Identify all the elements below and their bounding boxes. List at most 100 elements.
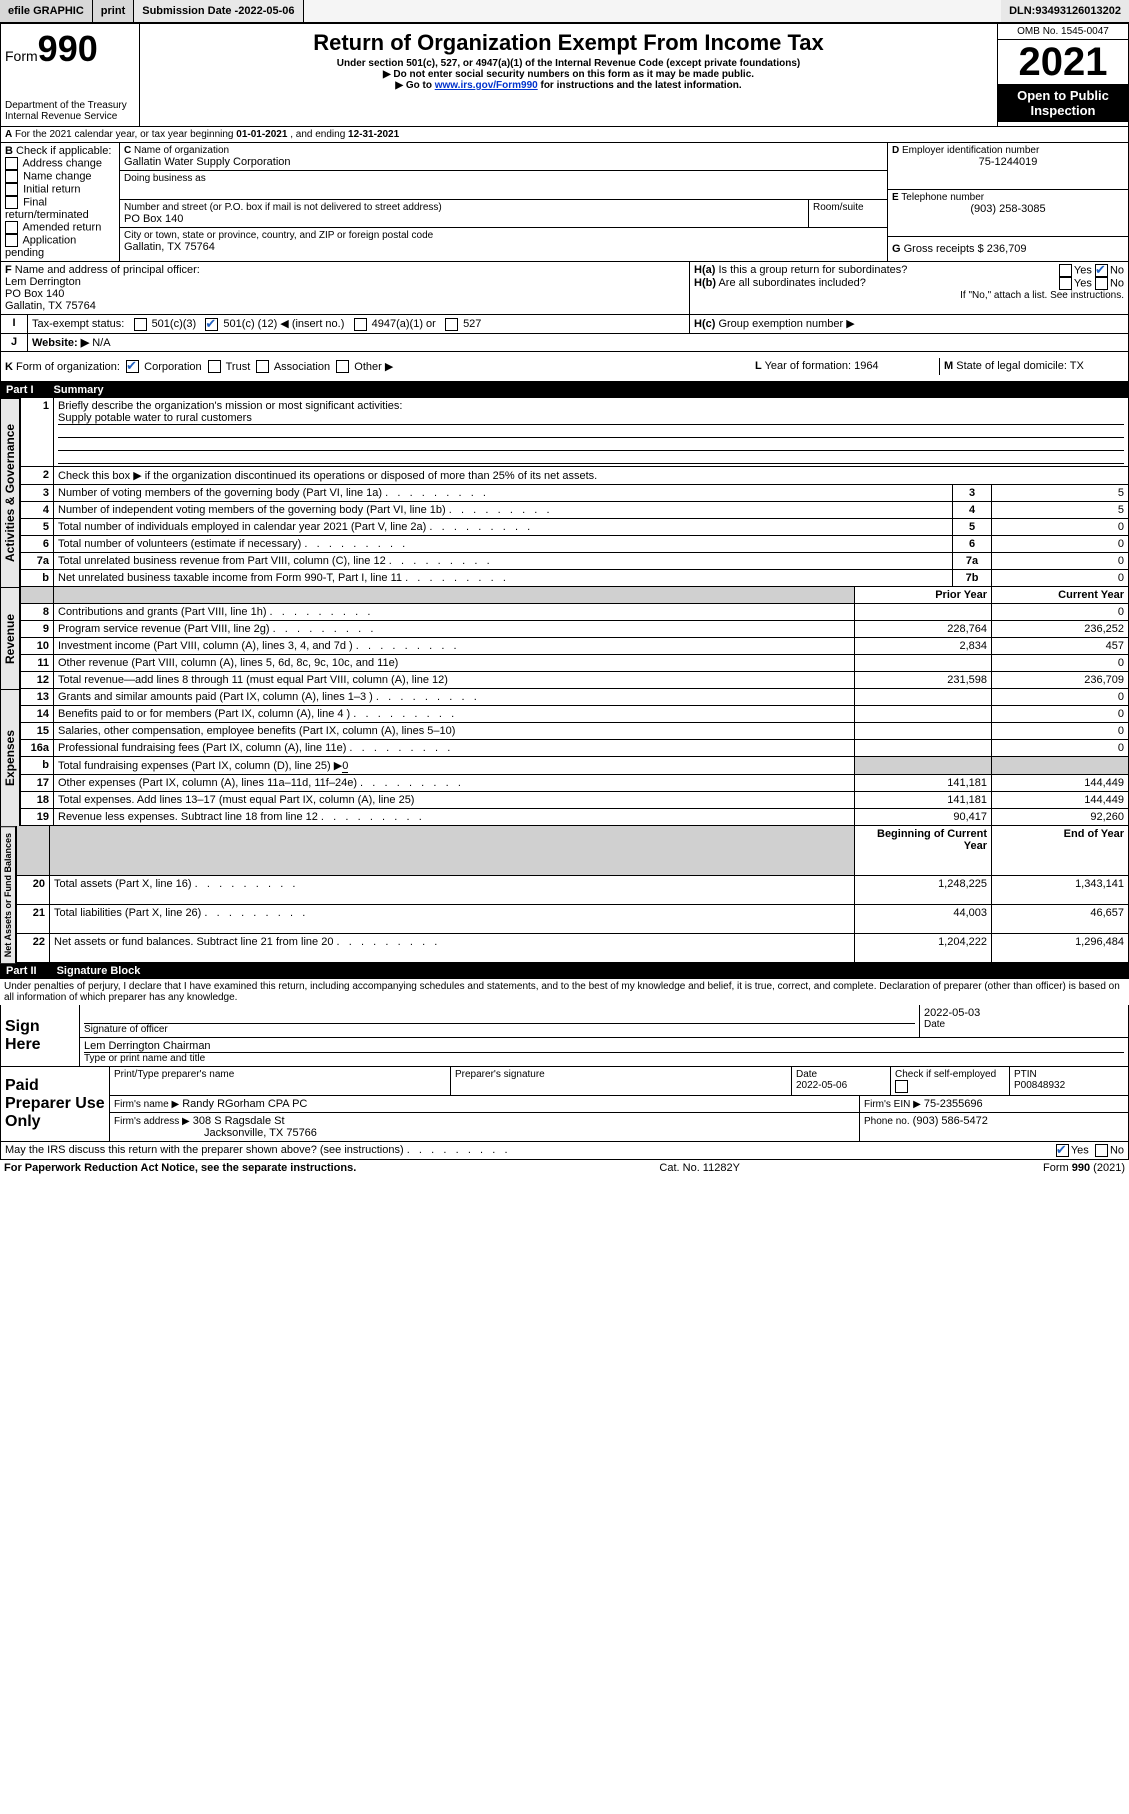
chk-final-return[interactable]: Final return/terminated bbox=[5, 196, 115, 221]
c15: 0 bbox=[992, 723, 1129, 740]
firm-addr2: Jacksonville, TX 75766 bbox=[204, 1127, 317, 1139]
chk-other[interactable]: Other ▶ bbox=[336, 361, 393, 373]
p19: 90,417 bbox=[855, 809, 992, 826]
section-k: K Form of organization: Corporation Trus… bbox=[1, 358, 751, 376]
org-city: Gallatin, TX 75764 bbox=[124, 241, 883, 253]
line-3: Number of voting members of the governin… bbox=[54, 485, 953, 502]
c11: 0 bbox=[992, 655, 1129, 672]
ha-yes[interactable]: Yes bbox=[1059, 264, 1092, 277]
p18: 141,181 bbox=[855, 792, 992, 809]
hb-yes[interactable]: Yes bbox=[1059, 277, 1092, 290]
chk-initial-return[interactable]: Initial return bbox=[5, 183, 115, 196]
l1-answer: Supply potable water to rural customers bbox=[58, 412, 1124, 425]
chk-527[interactable]: 527 bbox=[445, 318, 481, 330]
b-opt-4: Amended return bbox=[22, 221, 101, 233]
firm-ein-label: Firm's EIN ▶ bbox=[864, 1099, 921, 1110]
l12-text: Total revenue—add lines 8 through 11 (mu… bbox=[58, 674, 448, 686]
c17: 144,449 bbox=[992, 775, 1129, 792]
l21-text: Total liabilities (Part X, line 26) bbox=[54, 907, 305, 919]
chk-501c3[interactable]: 501(c)(3) bbox=[134, 318, 197, 330]
officer-label: Name and address of principal officer: bbox=[15, 264, 200, 276]
l9-text: Program service revenue (Part VIII, line… bbox=[58, 623, 373, 635]
e20: 1,343,141 bbox=[992, 875, 1129, 904]
i-o2c: ) ◀ (insert no.) bbox=[274, 318, 345, 330]
a-end: 12-31-2021 bbox=[348, 129, 399, 140]
i-o3: 4947(a)(1) or bbox=[372, 318, 436, 330]
sub-label: Submission Date - bbox=[142, 5, 238, 17]
may-irs-yes[interactable]: Yes bbox=[1056, 1144, 1089, 1157]
chk-assoc[interactable]: Association bbox=[256, 361, 330, 373]
section-hc: H(c) Group exemption number ▶ bbox=[690, 315, 1128, 333]
submission-date: Submission Date - 2022-05-06 bbox=[134, 0, 303, 22]
section-m: M State of legal domicile: TX bbox=[940, 358, 1128, 376]
chk-name-change[interactable]: Name change bbox=[5, 170, 115, 183]
tax-year: 2021 bbox=[998, 40, 1128, 84]
activities-governance-block: Activities & Governance 1 Briefly descri… bbox=[0, 398, 1129, 587]
chk-501c[interactable]: 501(c) (12) ◀ (insert no.) bbox=[205, 318, 344, 330]
line-7a: Total unrelated business revenue from Pa… bbox=[54, 553, 953, 570]
form-header-mid: Return of Organization Exempt From Incom… bbox=[140, 24, 998, 126]
print-button[interactable]: print bbox=[93, 0, 134, 22]
l3-text: Number of voting members of the governin… bbox=[58, 487, 486, 499]
part2-title: Signature Block bbox=[57, 965, 141, 977]
self-emp-text: Check if self-employed bbox=[895, 1069, 996, 1080]
ptin-value: P00848932 bbox=[1014, 1080, 1065, 1091]
chk-corp[interactable]: Corporation bbox=[126, 361, 202, 373]
k-o2: Trust bbox=[226, 361, 251, 373]
l16b-val: 0 bbox=[342, 760, 348, 773]
c14: 0 bbox=[992, 706, 1129, 723]
chk-amended-return[interactable]: Amended return bbox=[5, 221, 115, 234]
k-o1: Corporation bbox=[144, 361, 201, 373]
ein-label: Employer identification number bbox=[902, 145, 1039, 156]
hb-no[interactable]: No bbox=[1095, 277, 1124, 290]
c18: 144,449 bbox=[992, 792, 1129, 809]
part2-label: Part II bbox=[6, 965, 37, 977]
b-opt-0: Address change bbox=[22, 157, 102, 169]
v4: 5 bbox=[992, 502, 1129, 519]
may-irs-no[interactable]: No bbox=[1095, 1144, 1124, 1157]
b21: 44,003 bbox=[855, 904, 992, 933]
m-pref: M bbox=[944, 360, 953, 372]
p13 bbox=[855, 689, 992, 706]
phone-value: (903) 258-3085 bbox=[892, 203, 1124, 215]
chk-address-change[interactable]: Address change bbox=[5, 157, 115, 170]
tab-net-assets: Net Assets or Fund Balances bbox=[0, 826, 16, 963]
section-c: C Name of organization Gallatin Water Su… bbox=[120, 143, 888, 261]
no-label: No bbox=[1110, 264, 1124, 276]
part1-title: Summary bbox=[54, 384, 104, 396]
h-note: If "No," attach a list. See instructions… bbox=[694, 290, 1124, 301]
l15-text: Salaries, other compensation, employee b… bbox=[58, 725, 455, 737]
chk-trust[interactable]: Trust bbox=[208, 361, 251, 373]
ha-no[interactable]: No bbox=[1095, 264, 1124, 277]
chk-4947[interactable]: 4947(a)(1) or bbox=[354, 318, 436, 330]
j-pref: J bbox=[11, 336, 17, 348]
dln-label: DLN: bbox=[1009, 5, 1035, 17]
irs: Internal Revenue Service bbox=[5, 111, 135, 122]
dln: DLN: 93493126013202 bbox=[1001, 0, 1129, 22]
section-h: H(a) Is this a group return for subordin… bbox=[690, 262, 1128, 314]
header-info-block: B Check if applicable: Address change Na… bbox=[0, 143, 1129, 262]
b-opt-1: Name change bbox=[23, 170, 92, 182]
v7a: 0 bbox=[992, 553, 1129, 570]
p14 bbox=[855, 706, 992, 723]
i-hc-block: I Tax-exempt status: 501(c)(3) 501(c) (1… bbox=[0, 315, 1129, 334]
b20: 1,248,225 bbox=[855, 875, 992, 904]
form990-link[interactable]: www.irs.gov/Form990 bbox=[435, 80, 538, 91]
line-5: Total number of individuals employed in … bbox=[54, 519, 953, 536]
chk-self-employed[interactable]: Check if self-employed bbox=[891, 1067, 1010, 1095]
i-o2a: 501(c) ( bbox=[223, 318, 261, 330]
line-1: Briefly describe the organization's miss… bbox=[54, 398, 1129, 467]
chk-application-pending[interactable]: Application pending bbox=[5, 234, 115, 259]
net-assets-block: Net Assets or Fund Balances Beginning of… bbox=[0, 826, 1129, 963]
c-pref: C bbox=[124, 145, 131, 156]
l-pref: L bbox=[755, 360, 762, 372]
c9: 236,252 bbox=[992, 621, 1129, 638]
section-a: A For the 2021 calendar year, or tax yea… bbox=[0, 127, 1129, 143]
p11 bbox=[855, 655, 992, 672]
fr-post: (2021) bbox=[1090, 1162, 1125, 1174]
revenue-table: Prior YearCurrent Year 8Contributions an… bbox=[20, 587, 1129, 689]
v7b: 0 bbox=[992, 570, 1129, 587]
sig-date-label: Date bbox=[924, 1019, 1124, 1030]
efile-button[interactable]: efile GRAPHIC bbox=[0, 0, 93, 22]
summary-table: 1 Briefly describe the organization's mi… bbox=[20, 398, 1129, 587]
